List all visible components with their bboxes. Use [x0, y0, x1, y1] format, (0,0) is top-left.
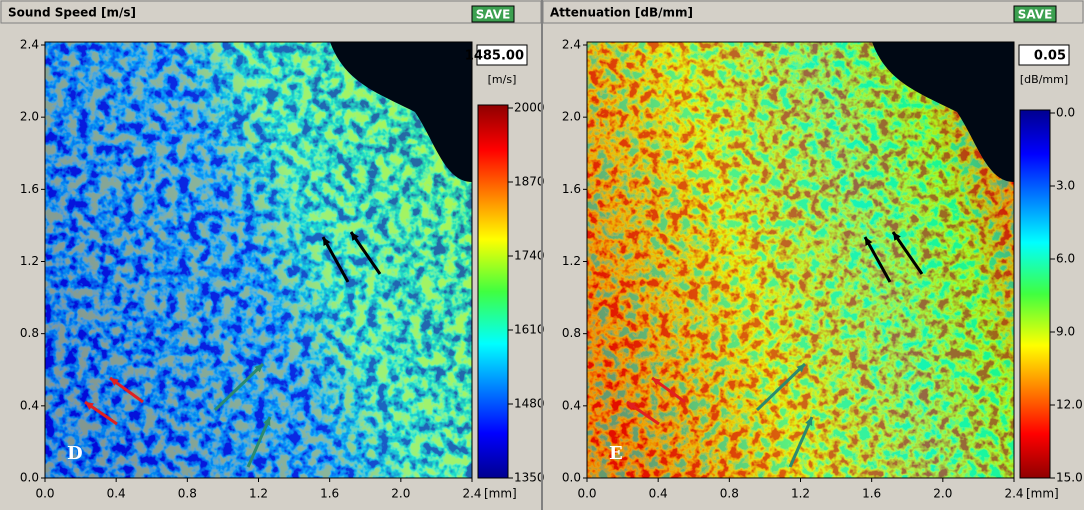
colorbar-tick-label: 1350	[514, 471, 545, 485]
value-text: 0.05	[1034, 49, 1066, 64]
save-label[interactable]: SAVE	[476, 8, 511, 22]
x-tick-label: 1.6	[862, 487, 881, 501]
y-tick-label: 2.4	[20, 38, 39, 52]
y-tick-label: 0.0	[562, 471, 581, 485]
x-tick-label: 0.0	[35, 487, 54, 501]
y-tick-label: 0.4	[20, 398, 39, 412]
x-tick-label: 2.4	[1004, 487, 1023, 501]
save-label[interactable]: SAVE	[1018, 8, 1053, 22]
y-tick-label: 1.2	[562, 254, 581, 268]
colorbar-tick-label: 12.0	[1056, 398, 1083, 412]
x-unit: [mm]	[484, 487, 517, 501]
y-tick-label: 1.2	[20, 254, 39, 268]
panel-letter: D	[67, 443, 83, 464]
unit-label: [m/s]	[488, 73, 517, 86]
colorbar-tick-label: 1740	[514, 249, 545, 263]
colorbar	[1020, 110, 1050, 478]
x-tick-label: 2.4	[462, 487, 481, 501]
colorbar-tick-label: 1480	[514, 397, 545, 411]
colorbar-tick-label: 15.0	[1056, 471, 1083, 485]
colorbar-tick-label: 1610	[514, 323, 545, 337]
x-tick-label: 1.2	[791, 487, 810, 501]
x-tick-label: 0.4	[107, 487, 126, 501]
x-tick-label: 0.0	[577, 487, 596, 501]
y-tick-label: 0.0	[20, 471, 39, 485]
panel-title: Attenuation [dB/mm]	[550, 6, 693, 20]
colorbar-tick-label: 3.0	[1056, 179, 1075, 193]
colorbar-tick-label: 9.0	[1056, 325, 1075, 339]
colorbar	[478, 105, 508, 478]
y-tick-label: 0.8	[562, 326, 581, 340]
x-unit: [mm]	[1026, 487, 1059, 501]
x-tick-label: 0.8	[720, 487, 739, 501]
y-tick-label: 2.0	[20, 110, 39, 124]
y-tick-label: 0.8	[20, 326, 39, 340]
y-tick-label: 1.6	[562, 182, 581, 196]
colorbar-tick-label: 2000	[514, 101, 545, 115]
colorbar-tick-label: 6.0	[1056, 252, 1075, 266]
x-tick-label: 2.0	[933, 487, 952, 501]
viewer: Sound Speed [m/s] SAVE D 2.4 2.0 1.6 1.2 0.8 0.4…	[0, 0, 1084, 510]
x-tick-label: 1.6	[320, 487, 339, 501]
y-tick-label: 1.6	[20, 182, 39, 196]
y-tick-label: 2.4	[562, 38, 581, 52]
colorbar-tick-label: 1870	[514, 175, 545, 189]
x-tick-label: 0.8	[178, 487, 197, 501]
value-text: 1485.00	[465, 49, 524, 64]
panel-letter: E	[609, 443, 623, 464]
unit-label: [dB/mm]	[1020, 73, 1068, 86]
x-tick-label: 1.2	[249, 487, 268, 501]
colorbar-tick-label: 0.0	[1056, 106, 1075, 120]
x-tick-label: 0.4	[649, 487, 668, 501]
x-tick-label: 2.0	[391, 487, 410, 501]
y-tick-label: 2.0	[562, 110, 581, 124]
y-tick-label: 0.4	[562, 398, 581, 412]
panel-title: Sound Speed [m/s]	[8, 6, 136, 20]
